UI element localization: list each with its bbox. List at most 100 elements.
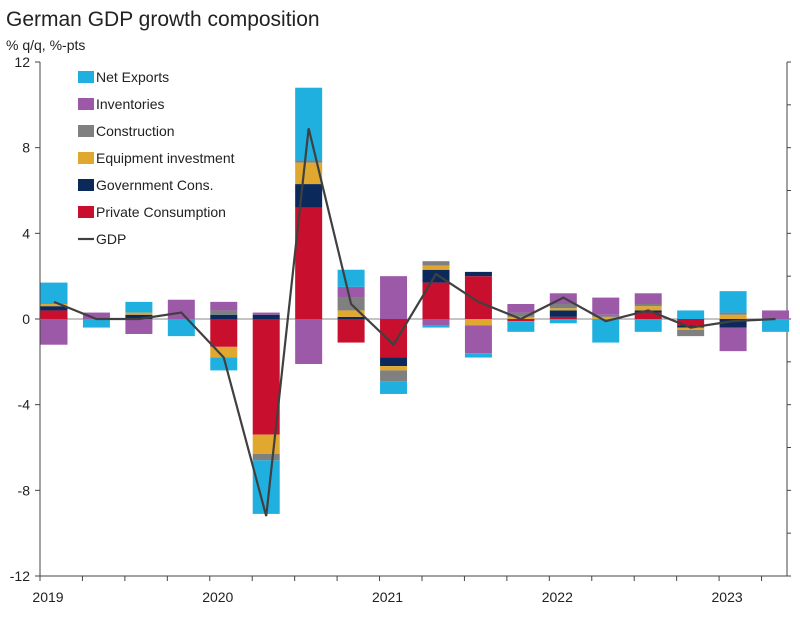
- bar-inventories: [380, 276, 408, 319]
- y-tick-label: 12: [14, 54, 30, 70]
- bar-inventories: [125, 319, 153, 334]
- bar-inventories: [295, 319, 323, 364]
- bar-private-consumption: [464, 276, 492, 319]
- x-tick-label: 2019: [32, 589, 63, 605]
- bar-equipment-investment: [40, 304, 68, 307]
- legend-label-equipment-investment: Equipment investment: [96, 150, 235, 166]
- bar-inventories: [634, 293, 662, 305]
- bar-inventories: [210, 301, 238, 311]
- bar-private-consumption: [40, 310, 68, 319]
- legend-label-gdp: GDP: [96, 231, 126, 247]
- bar-net-exports: [337, 269, 365, 287]
- legend-swatch-net-exports: [78, 71, 94, 83]
- bar-net-exports: [592, 319, 620, 343]
- bar-equipment-investment: [464, 319, 492, 326]
- bar-private-consumption: [295, 207, 323, 319]
- bar-construction: [422, 261, 450, 266]
- legend-label-net-exports: Net Exports: [96, 69, 169, 85]
- bar-construction: [592, 314, 620, 317]
- bar-inventories: [592, 297, 620, 315]
- bar-net-exports: [380, 381, 408, 394]
- bar-net-exports: [549, 319, 577, 324]
- bar-inventories: [82, 312, 110, 319]
- bar-equipment-investment: [337, 310, 365, 317]
- bar-construction: [634, 304, 662, 307]
- bar-net-exports: [40, 282, 68, 305]
- x-tick-label: 2021: [372, 589, 403, 605]
- legend-swatch-private-consumption: [78, 206, 94, 218]
- bar-net-exports: [677, 310, 705, 319]
- bar-net-exports: [295, 87, 323, 161]
- bar-government-cons: [125, 314, 153, 319]
- bar-construction: [507, 312, 535, 317]
- bar-private-consumption: [210, 319, 238, 347]
- legend-swatch-construction: [78, 125, 94, 137]
- y-tick-label: 8: [22, 140, 30, 156]
- legend-swatch-equipment-investment: [78, 152, 94, 164]
- chart-subtitle: % q/q, %-pts: [6, 37, 86, 53]
- bar-inventories: [464, 325, 492, 354]
- legend-swatch-inventories: [78, 98, 94, 110]
- bar-private-consumption: [380, 319, 408, 358]
- bar-government-cons: [337, 316, 365, 319]
- bar-government-cons: [40, 306, 68, 311]
- bar-net-exports: [762, 319, 790, 332]
- bar-private-consumption: [252, 319, 280, 435]
- bar-government-cons: [252, 314, 280, 319]
- bar-equipment-investment: [549, 308, 577, 311]
- bar-inventories: [252, 312, 280, 315]
- bar-private-consumption: [677, 319, 705, 326]
- bar-equipment-investment: [210, 346, 238, 358]
- bar-inventories: [762, 310, 790, 319]
- bar-inventories: [337, 286, 365, 298]
- bar-inventories: [507, 304, 535, 313]
- bar-net-exports: [167, 319, 195, 337]
- bar-net-exports: [82, 319, 110, 328]
- bar-net-exports: [125, 301, 153, 313]
- bar-private-consumption: [337, 319, 365, 343]
- bar-construction: [677, 329, 705, 337]
- bar-net-exports: [634, 319, 662, 332]
- bar-construction: [210, 310, 238, 315]
- bar-government-cons: [295, 184, 323, 208]
- bar-equipment-investment: [719, 314, 747, 319]
- bar-construction: [719, 312, 747, 315]
- x-tick-label: 2023: [712, 589, 743, 605]
- bar-net-exports: [210, 357, 238, 371]
- bar-government-cons: [719, 319, 747, 328]
- chart-title: German GDP growth composition: [6, 8, 320, 31]
- bar-equipment-investment: [380, 366, 408, 371]
- bar-equipment-investment: [125, 312, 153, 315]
- bar-private-consumption: [549, 316, 577, 319]
- bar-equipment-investment: [422, 265, 450, 270]
- legend-label-inventories: Inventories: [96, 96, 164, 112]
- x-tick-label: 2022: [542, 589, 573, 605]
- bar-government-cons: [549, 310, 577, 317]
- bar-private-consumption: [634, 312, 662, 319]
- bar-government-cons: [380, 357, 408, 367]
- bar-equipment-investment: [634, 306, 662, 311]
- y-tick-label: -12: [10, 568, 30, 584]
- bar-net-exports: [507, 321, 535, 332]
- bar-equipment-investment: [592, 316, 620, 319]
- bar-inventories: [40, 319, 68, 345]
- bar-construction: [549, 304, 577, 309]
- bar-net-exports: [422, 325, 450, 328]
- bar-net-exports: [252, 460, 280, 514]
- bar-inventories: [422, 319, 450, 326]
- bar-construction: [380, 370, 408, 382]
- y-tick-label: -8: [18, 482, 31, 498]
- bar-equipment-investment: [295, 162, 323, 185]
- bar-net-exports: [719, 291, 747, 313]
- bar-inventories: [167, 299, 195, 319]
- legend-label-government-cons: Government Cons.: [96, 177, 214, 193]
- legend-label-construction: Construction: [96, 123, 175, 139]
- legend-label-private-consumption: Private Consumption: [96, 204, 226, 220]
- x-tick-label: 2020: [202, 589, 233, 605]
- bar-construction: [252, 453, 280, 461]
- legend-swatch-government-cons: [78, 179, 94, 191]
- bar-government-cons: [210, 314, 238, 319]
- bar-government-cons: [464, 271, 492, 277]
- bar-construction: [295, 160, 323, 163]
